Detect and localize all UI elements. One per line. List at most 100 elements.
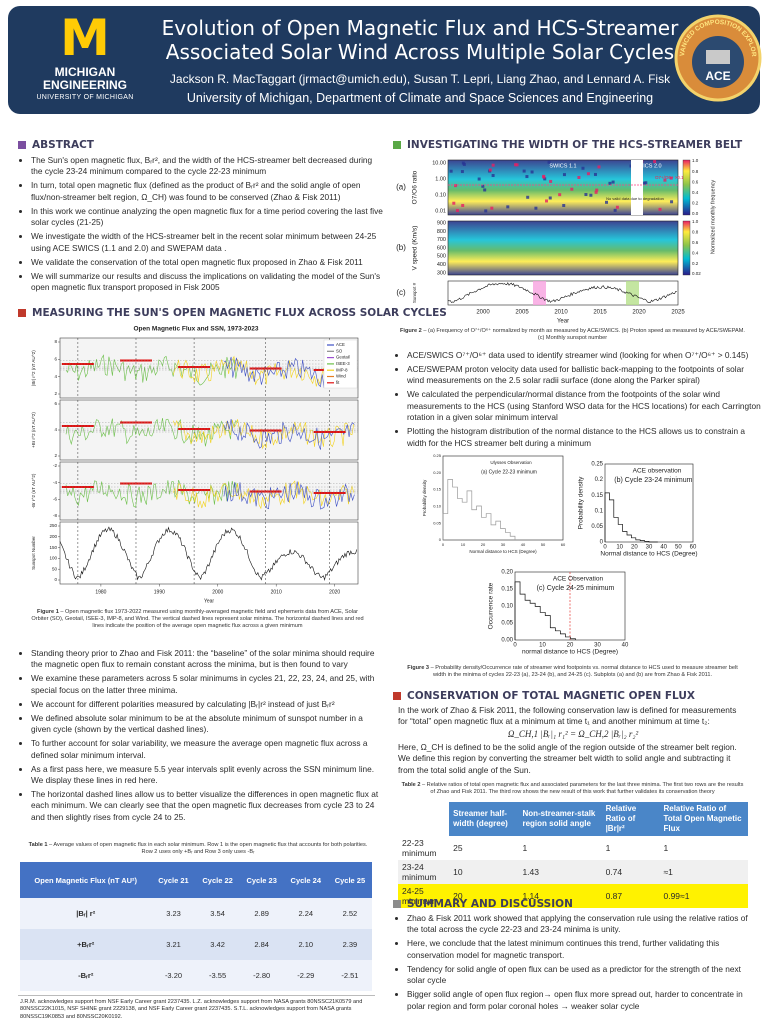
y-tick-label: 0.10 [501, 604, 513, 610]
header-cell: Streamer half-width (degree) [449, 802, 519, 836]
heatmap-cell [611, 180, 615, 184]
y-tick-label: 10.00 [432, 160, 446, 166]
highlight [626, 281, 639, 305]
heatmap-cell [525, 175, 529, 179]
bullet: ACE/SWICS O⁷⁺/O⁶⁺ data used to identify … [407, 350, 761, 361]
panel-tag: (c) [396, 288, 406, 297]
heatmap-cell [506, 205, 510, 209]
x-tick-label: 2025 [671, 310, 685, 316]
heading-icon [18, 309, 26, 317]
colorbar-tick-label: 0.2 [692, 201, 699, 206]
table-cell: 1 [522, 843, 528, 853]
corner-cell [398, 802, 450, 836]
caption-text: – Open magnetic flux 1973-2022 measured … [31, 609, 364, 630]
y-tick-label: 0.25 [433, 453, 442, 458]
table-row: -Bᵣr² -3.20 -3.55 -2.80 -2.29 -2.51 [20, 960, 372, 991]
header-row: Open Magnetic Flux (nT AU²) Cycle 21 Cycle… [20, 862, 372, 898]
figure-3: Ulysses Observation (a) Cycle 22-23 minim… [422, 453, 697, 656]
acknowledgments: J.R.M. acknowledges support from NSF Ear… [20, 999, 363, 1020]
y-tick-label: 4 [54, 374, 57, 379]
bullet: We investigate the width of the HCS-stre… [31, 231, 383, 254]
decor-trace [172, 480, 355, 510]
table-1: Open Magnetic Flux (nT AU²) Cycle 21 Cycle… [20, 862, 372, 991]
table-row: +Bᵣr² 3.21 3.42 2.84 2.10 2.39 [20, 929, 372, 960]
legend-label: ACE [336, 342, 345, 347]
header-cell: Cycle 22 [195, 862, 240, 898]
heatmap-cell [589, 193, 593, 197]
x-tick-label: 2005 [515, 310, 529, 316]
heatmap-cell [597, 165, 601, 169]
bullet: We calculated the perpendicular/normal d… [407, 389, 761, 423]
table-cell: 1 [605, 843, 611, 853]
x-axis-label: Year [204, 598, 214, 604]
y-tick-label: 4 [54, 427, 57, 432]
y-tick-label: 300 [437, 270, 446, 276]
bullet: Standing theory prior to Zhao and Fisk 2… [31, 648, 383, 671]
bullet: We account for different polarities meas… [31, 699, 383, 710]
x-tick-label: 40 [660, 545, 667, 551]
colorbar-tick-label: 0.4 [692, 190, 699, 195]
y-tick-label: -8 [53, 513, 57, 518]
bullet: In turn, total open magnetic flux (defin… [31, 180, 383, 203]
y-tick-label: 0.05 [433, 520, 442, 525]
table-cell: 2.39 [327, 929, 372, 960]
heatmap-cell [605, 200, 609, 204]
colorbar [682, 159, 691, 216]
heatmap-cell [530, 170, 534, 174]
y-tick-label: 0.10 [433, 503, 442, 508]
table-cell: 20 [449, 884, 519, 908]
y-tick-label: 2 [54, 391, 57, 396]
heatmap-cell [562, 173, 566, 177]
table-cell: -2.29 [283, 960, 328, 991]
y-tick-label: -4 [53, 480, 57, 485]
bullet: Zhao & Fisk 2011 work showed that applyi… [407, 913, 761, 936]
bullet: The horizontal dashed lines allow us to … [31, 789, 383, 823]
table-cell: 2.89 [239, 898, 284, 929]
bullet: Plotting the histogram distribution of t… [407, 426, 761, 449]
decor-histogram [604, 492, 658, 543]
y-tick-label: -2 [53, 463, 57, 468]
table-cell: 0.99≈1 [659, 884, 748, 908]
decor-trace [447, 282, 677, 303]
header-cell: Open Magnetic Flux (nT AU²) [20, 862, 152, 898]
legend-label: Geotail [336, 355, 350, 360]
heading-text: SUMMARY AND DISCUSSION [407, 898, 573, 910]
equation: Ω_CH,1 |Bᵣ|₁ r₁² = Ω_CH,2 |Bᵣ|₂ r₂² [507, 729, 639, 739]
colorbar-tick-label: 0.02 [692, 271, 701, 276]
bullet: We validate the conservation of the tota… [31, 257, 383, 268]
x-tick-label: 30 [594, 643, 601, 649]
header-cell: Relative Ratio of |Br|r² [601, 802, 660, 836]
x-tick-label: 40 [521, 542, 526, 547]
x-axis-label: normal distance to HCS (Degree) [522, 649, 618, 656]
bullet: We defined absolute solar minimum to be … [31, 713, 383, 736]
poster-title: Evolution of Open Magnetic Flux and HCS-… [161, 16, 679, 64]
y-tick-label: 6 [54, 401, 57, 406]
y-axis-label: Occurrence rate [488, 582, 495, 629]
bullet: Bigger solid angle of open flux region→ … [407, 989, 761, 1012]
caption-label: Figure 3 [407, 665, 430, 671]
x-tick-label: 20 [631, 545, 638, 551]
legend-label: ISEE-3 [336, 361, 350, 366]
y-tick-label: 500 [437, 254, 446, 260]
table-cell: 0.74 [601, 860, 660, 884]
heading-text: MEASURING THE SUN'S OPEN MAGNETIC FLUX A… [32, 307, 447, 319]
bullet-list: Standing theory prior to Zhao and Fisk 2… [20, 648, 383, 826]
panel-frame [447, 280, 679, 306]
x-tick-label: 10 [461, 542, 466, 547]
decor-trace [223, 419, 355, 450]
figure-caption: Figure 3 – Probability density/Occurrenc… [400, 665, 745, 679]
header-cell: Relative Ratio of Total Open Magnetic Fl… [659, 802, 748, 836]
y-tick-label: 150 [49, 545, 57, 550]
y-tick-label: 800 [437, 229, 446, 235]
figure-caption: Figure 2 – (a) Frequency of O⁷⁺/O⁶⁺ norm… [400, 328, 745, 342]
heatmap-cell [543, 177, 547, 181]
badge-label: ACE [705, 69, 730, 83]
heatmap-cell [455, 209, 459, 213]
caption-text: – Average values of open magnetic flux i… [47, 842, 368, 856]
x-tick-label: 0 [603, 545, 607, 551]
heatmap-cell [577, 175, 581, 179]
table-cell: 3.42 [195, 929, 240, 960]
header-band [8, 6, 760, 114]
table-cell: 3.54 [195, 898, 240, 929]
